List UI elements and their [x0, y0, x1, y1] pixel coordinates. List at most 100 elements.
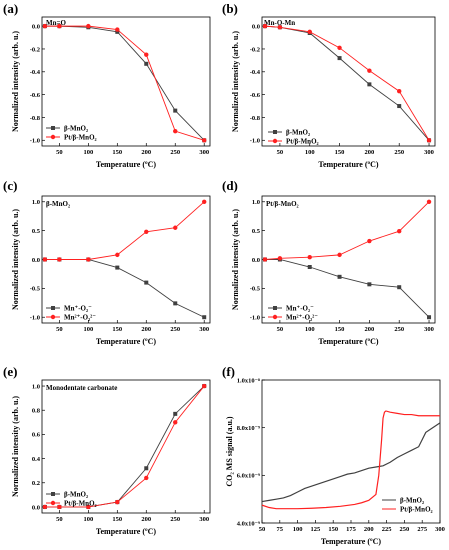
panel-label: (c) [3, 178, 17, 193]
data-point [307, 265, 312, 270]
data-point [397, 104, 402, 109]
y-tick-label: -0.2 [30, 46, 40, 53]
y-tick-label: 0.5 [252, 228, 261, 235]
series-line-0 [44, 25, 205, 141]
x-tick-label: 200 [365, 149, 375, 156]
legend-marker [273, 306, 277, 310]
legend-label: Pt/β-MnO₂ [286, 137, 319, 145]
y-tick-label: 0.8 [32, 408, 41, 415]
legend: Mn⁺-O₂⁻Mn²⁺-O₂²⁻ [268, 304, 318, 321]
x-axis-title: Temperature (ºC) [318, 337, 379, 346]
data-point [367, 68, 372, 73]
chart-panel-e: (e) Monodentate carbonate 50 100 150 200 250 30… [3, 364, 211, 536]
x-axis-title: Temperature (ºC) [321, 537, 382, 546]
y-tick-label: -0.6 [30, 92, 41, 99]
data-point [173, 128, 178, 134]
data-point [42, 504, 48, 510]
y-tick-label: -0.4 [250, 69, 261, 76]
data-point [337, 252, 342, 258]
x-tick-label: 200 [141, 516, 151, 523]
y-tick-label: -0.5 [30, 286, 41, 293]
data-point [115, 499, 120, 505]
x-tick-label: 50 [259, 526, 266, 533]
data-point [397, 89, 402, 94]
x-tick-label: 300 [199, 149, 209, 156]
panel-label: (d) [222, 178, 238, 193]
x-tick-label: 275 [417, 526, 428, 533]
data-point [427, 315, 432, 320]
legend-marker [50, 314, 56, 320]
data-point [115, 252, 120, 258]
data-point [397, 285, 402, 290]
x-tick-label: 100 [293, 526, 303, 533]
chart-panel-c: (c) β-MnO₂ 50 100 150 200 250 300 1.0 0.5 0.0 -0.5 -… [3, 178, 211, 346]
data-point [144, 466, 149, 471]
legend-label: β-MnO₂ [64, 124, 88, 132]
legend-label: β-MnO₂ [64, 490, 88, 498]
x-tick-label: 250 [170, 149, 180, 156]
data-point [173, 411, 178, 416]
legend-label: Pt/β-MnO₂ [64, 499, 97, 507]
panel-label: (b) [222, 1, 238, 16]
y-tick-label: 1.0 [32, 383, 40, 390]
data-point [86, 504, 91, 510]
legend-marker [272, 314, 278, 320]
x-tick-label: 300 [424, 326, 434, 333]
chart-panel-a: (a) Mn=O 50 100 150 200 250 300 0.0 -0.2 -0.4 -0.6 -… [3, 1, 211, 169]
y-axis-title: Normalized intensity (arb. u.) [11, 396, 20, 497]
x-tick-label: 75 [277, 526, 284, 533]
data-point [115, 27, 120, 32]
plot-frame [41, 16, 211, 147]
data-point [337, 45, 342, 51]
x-tick-label: 50 [56, 516, 63, 523]
x-axis-title: Temperature (ºC) [96, 337, 157, 346]
panel-title: Monodentate carbonate [46, 384, 117, 392]
data-point [367, 282, 372, 287]
x-tick-label: 225 [382, 526, 393, 533]
y-tick-label: -1.0 [250, 138, 260, 145]
x-axis-title: Temperature (ºC) [318, 160, 379, 169]
data-point [115, 265, 120, 270]
data-point [307, 254, 312, 260]
chart-panel-f: (f) 50 75 100 125 150 175 200 225 250 275 300 4.0x10… [222, 364, 445, 546]
y-tick-label: 4.0x10⁻⁹ [237, 520, 260, 527]
x-axis-title: Temperature (ºC) [96, 160, 157, 169]
y-axis-title: Normalized intensity (arb. u.) [231, 31, 240, 132]
legend-marker [273, 130, 277, 134]
data-point [173, 420, 178, 425]
x-tick-label: 100 [83, 516, 93, 523]
y-tick-label: -1.0 [30, 138, 40, 145]
data-point [262, 257, 268, 262]
y-tick-label: 0.0 [252, 257, 260, 264]
legend-marker [51, 306, 55, 310]
y-tick-label: 1.0 [252, 199, 260, 206]
data-point [173, 108, 178, 113]
panel-title: β-MnO₂ [46, 200, 70, 208]
data-point [262, 23, 268, 29]
y-tick-label: 8.0x10⁻⁹ [237, 425, 260, 432]
x-tick-label: 300 [424, 149, 434, 156]
y-tick-label: 1.0x10⁻⁸ [237, 377, 260, 384]
data-point [57, 257, 62, 262]
x-tick-label: 150 [335, 149, 345, 156]
x-tick-label: 200 [364, 526, 374, 533]
data-point [57, 23, 62, 29]
y-tick-label: 0.0 [32, 257, 40, 264]
x-tick-label: 125 [311, 526, 322, 533]
data-point [144, 52, 149, 57]
data-point [367, 238, 372, 244]
data-point [277, 256, 283, 261]
y-tick-label: 0.0 [32, 23, 40, 30]
series-line-1 [264, 201, 430, 260]
y-tick-label: -0.6 [250, 92, 261, 99]
legend-label: Mn²⁺-O₂²⁻ [64, 313, 96, 321]
y-axis-title: Normalized intensity (arb. u.) [11, 31, 20, 132]
panel-title: Mn-O-Mn [264, 19, 295, 27]
y-tick-label: -0.2 [250, 46, 260, 53]
x-tick-label: 50 [277, 149, 284, 156]
x-tick-label: 100 [83, 326, 93, 333]
legend: Mn⁺-O₂⁻Mn²⁺-O₂²⁻ [46, 304, 96, 321]
